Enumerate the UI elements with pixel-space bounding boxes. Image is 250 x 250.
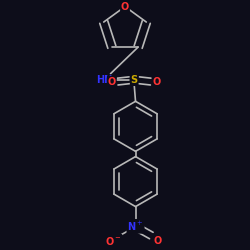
Text: O: O [121,2,129,12]
Text: HN: HN [96,75,112,85]
Text: O: O [108,76,116,86]
Text: O$^-$: O$^-$ [105,235,122,247]
Text: S: S [131,75,138,85]
Text: O: O [154,236,162,246]
Text: O: O [152,76,161,86]
Text: N$^+$: N$^+$ [127,220,144,233]
